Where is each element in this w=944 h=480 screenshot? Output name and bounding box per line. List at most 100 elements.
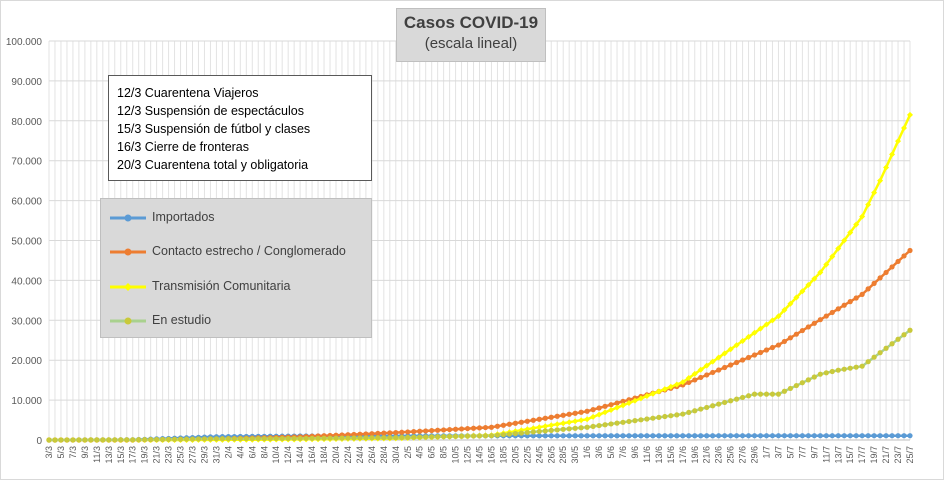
data-point xyxy=(644,416,650,422)
data-point xyxy=(877,275,883,281)
data-point xyxy=(692,433,698,439)
data-point xyxy=(769,433,776,439)
data-point xyxy=(680,433,686,439)
y-tick-label: 30.000 xyxy=(11,316,42,327)
data-point xyxy=(183,436,190,442)
data-point xyxy=(704,433,710,439)
legend-swatch-comunitaria xyxy=(110,283,146,291)
x-tick-label: 21/3 xyxy=(152,446,162,464)
note-item: 15/3 Suspensión de fútbol y clases xyxy=(117,122,311,136)
legend-label: Importados xyxy=(152,210,215,224)
data-point xyxy=(237,436,243,442)
x-tick-label: 9/7 xyxy=(809,446,819,459)
x-tick-label: 28/4 xyxy=(379,446,389,464)
data-point xyxy=(716,367,722,373)
data-point xyxy=(865,286,871,292)
y-tick-label: 80.000 xyxy=(11,117,42,128)
data-point xyxy=(883,433,889,439)
data-point xyxy=(411,429,417,435)
data-point xyxy=(506,431,512,437)
data-point xyxy=(560,412,566,418)
data-point xyxy=(590,413,597,420)
data-point xyxy=(787,300,794,307)
data-point xyxy=(757,391,764,397)
x-tick-label: 17/6 xyxy=(678,446,688,464)
data-point xyxy=(195,436,202,442)
data-point xyxy=(715,354,722,361)
data-point xyxy=(775,313,782,320)
data-point xyxy=(542,433,548,439)
data-point xyxy=(524,418,530,424)
x-tick-label: 18/5 xyxy=(498,446,508,464)
x-tick-label: 5/3 xyxy=(56,446,66,459)
data-point xyxy=(883,269,889,276)
data-point xyxy=(530,433,536,439)
data-point xyxy=(829,253,836,260)
data-point xyxy=(859,363,865,369)
data-point xyxy=(554,413,560,419)
data-point xyxy=(160,436,166,443)
data-point xyxy=(602,403,608,409)
data-point xyxy=(847,433,853,439)
data-point xyxy=(667,383,674,390)
data-point xyxy=(345,435,351,441)
data-point xyxy=(363,431,369,437)
x-tick-label: 15/6 xyxy=(666,446,676,464)
y-tick-label: 50.000 xyxy=(11,237,42,248)
data-point xyxy=(530,425,537,432)
x-tick-label: 16/5 xyxy=(486,446,496,464)
x-tick-label: 31/3 xyxy=(211,446,221,464)
y-tick-label: 10.000 xyxy=(11,396,42,407)
data-point xyxy=(901,433,907,439)
data-point xyxy=(243,436,249,442)
x-tick-label: 24/5 xyxy=(534,446,544,464)
data-point xyxy=(494,423,501,429)
data-point xyxy=(769,391,776,397)
data-point xyxy=(751,433,758,439)
data-point xyxy=(548,433,554,439)
data-point xyxy=(399,434,405,441)
data-point xyxy=(626,433,632,439)
data-point xyxy=(889,341,895,347)
data-point xyxy=(207,436,214,442)
series-layer xyxy=(46,111,913,443)
data-point xyxy=(835,433,841,439)
data-point xyxy=(94,437,100,443)
data-point xyxy=(668,413,674,419)
data-point xyxy=(470,433,477,439)
data-point xyxy=(859,213,866,220)
data-point xyxy=(805,433,811,439)
data-point xyxy=(560,426,566,432)
data-point xyxy=(674,433,680,439)
data-point xyxy=(710,369,716,376)
data-point xyxy=(829,309,835,316)
data-point xyxy=(638,417,644,423)
y-tick-label: 40.000 xyxy=(11,276,42,287)
data-point xyxy=(375,435,381,441)
data-point xyxy=(584,408,590,414)
data-point xyxy=(883,345,889,351)
data-point xyxy=(482,433,489,439)
data-point xyxy=(661,386,668,393)
data-point xyxy=(596,422,602,429)
data-point xyxy=(668,433,674,439)
data-point xyxy=(787,385,794,392)
data-point xyxy=(763,433,770,439)
x-tick-label: 13/6 xyxy=(654,446,664,464)
data-point xyxy=(554,421,561,428)
data-point xyxy=(219,436,225,442)
data-point xyxy=(817,269,824,276)
data-point xyxy=(811,320,817,326)
x-tick-label: 15/3 xyxy=(116,446,126,464)
x-tick-label: 30/4 xyxy=(391,446,401,464)
data-point xyxy=(859,291,865,297)
data-point xyxy=(644,433,650,439)
data-point xyxy=(901,253,907,259)
data-point xyxy=(793,433,799,439)
data-point xyxy=(578,433,584,439)
data-point xyxy=(369,431,375,437)
data-point xyxy=(769,317,776,324)
data-point xyxy=(512,430,518,437)
x-tick-label: 26/4 xyxy=(367,446,377,464)
data-point xyxy=(769,344,776,351)
